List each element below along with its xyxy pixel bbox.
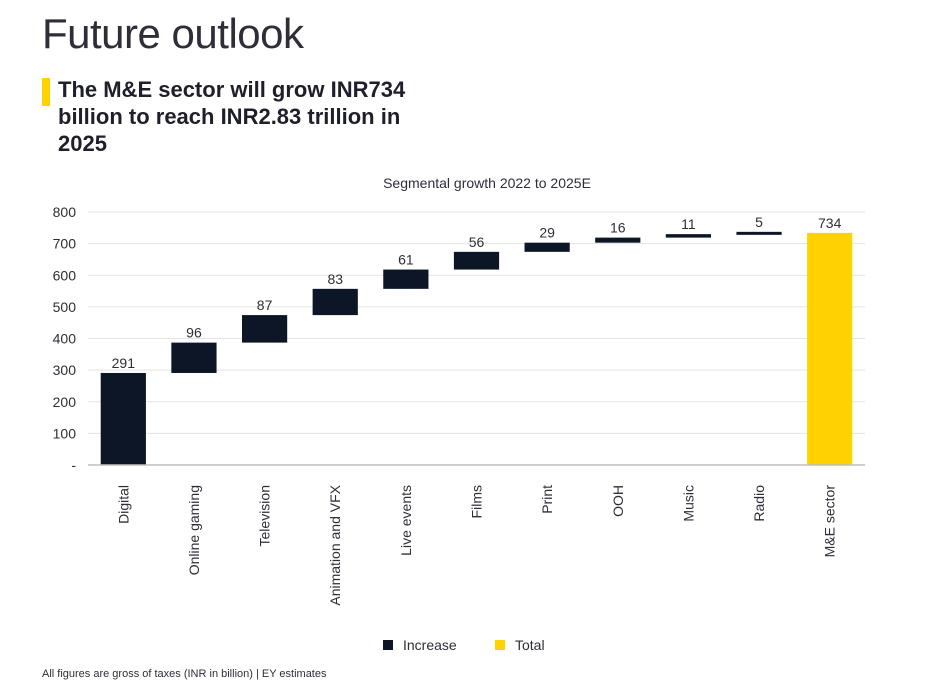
bar-films [453, 251, 500, 270]
category-label: OOH [610, 485, 626, 517]
page-title: Future outlook [42, 10, 304, 57]
bars [100, 231, 853, 465]
footnote: All figures are gross of taxes (INR in b… [42, 668, 327, 680]
y-tick-label: 500 [53, 299, 77, 315]
value-label: 29 [539, 225, 555, 241]
value-label: 11 [681, 216, 696, 232]
headline: The M&E sector will grow INR734 billion … [58, 77, 406, 156]
category-label: Television [257, 485, 273, 546]
value-label: 734 [818, 215, 842, 231]
legend-label-total: Total [515, 637, 545, 653]
value-label: 87 [257, 297, 273, 313]
category-label: Digital [115, 485, 131, 524]
category-label: Films [469, 485, 485, 518]
category-label: Live events [398, 485, 414, 556]
gridlines [88, 211, 865, 434]
bar-music [665, 234, 712, 238]
value-label: 16 [610, 220, 626, 236]
category-label: Music [680, 485, 696, 522]
legend-swatch-total [495, 640, 505, 650]
bar-ooh [595, 237, 641, 243]
category-label: Animation and VFX [327, 484, 343, 605]
y-tick-label: 700 [53, 236, 77, 252]
value-label: 61 [398, 252, 414, 268]
bar-television [241, 315, 288, 343]
value-label: 83 [327, 271, 343, 287]
bar-m-e-sector [807, 232, 853, 465]
y-tick-label: 200 [53, 394, 77, 410]
chart-title: Segmental growth 2022 to 2025E [383, 175, 591, 191]
bar-print [524, 242, 570, 252]
y-tick-label: - [71, 457, 76, 473]
headline-accent-bar [42, 78, 50, 106]
bar-online-gaming [171, 342, 217, 373]
value-label: 96 [186, 325, 202, 341]
bar-live-events [383, 269, 429, 289]
value-label: 5 [755, 214, 763, 230]
y-tick-label: 400 [53, 331, 77, 347]
category-label: M&E sector [822, 485, 838, 558]
y-axis: - 100 200 300 400 500 600 700 800 [53, 204, 77, 473]
x-axis: Digital Online gaming Television Animation … [88, 464, 865, 606]
bar-radio [736, 231, 782, 235]
category-label: Radio [751, 485, 767, 522]
y-tick-label: 300 [53, 362, 77, 378]
y-tick-label: 800 [53, 204, 77, 220]
y-tick-label: 600 [53, 267, 77, 283]
value-labels: 291 96 87 83 61 56 29 16 11 5 734 [112, 214, 842, 371]
y-tick-label: 100 [53, 425, 77, 441]
bar-digital [100, 372, 146, 465]
value-label: 56 [469, 234, 485, 250]
legend-swatch-increase [383, 640, 393, 650]
category-label: Online gaming [186, 485, 202, 575]
legend-label-increase: Increase [403, 637, 457, 653]
legend: Increase Total [383, 637, 545, 653]
bar-animation-and-vfx [312, 288, 358, 316]
value-label: 291 [112, 355, 136, 371]
category-label: Print [539, 485, 555, 514]
